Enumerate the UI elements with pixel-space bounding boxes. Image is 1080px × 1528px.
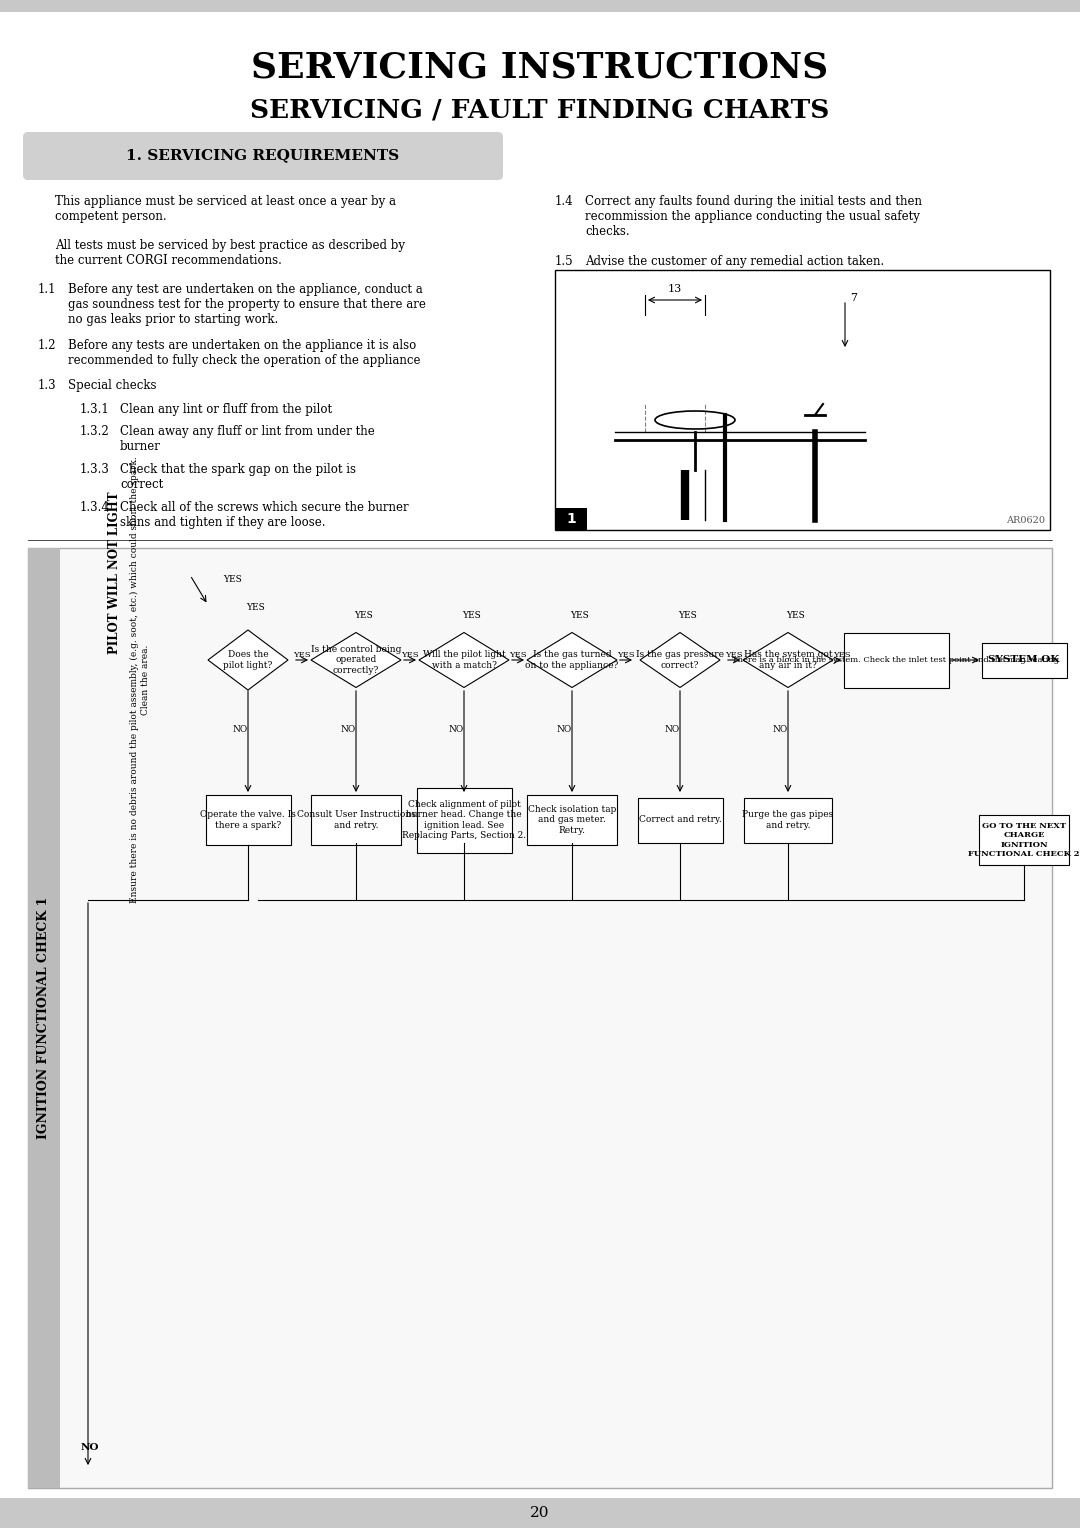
Text: AR0620: AR0620 — [1005, 516, 1045, 526]
Text: 1. SERVICING REQUIREMENTS: 1. SERVICING REQUIREMENTS — [126, 148, 400, 162]
Text: This appliance must be serviced at least once a year by a
competent person.: This appliance must be serviced at least… — [55, 196, 396, 223]
Text: Does the
pilot light?: Does the pilot light? — [224, 651, 272, 669]
Text: 1.5: 1.5 — [555, 255, 573, 267]
Bar — [637, 798, 723, 842]
Bar — [28, 549, 1052, 1488]
Text: NO: NO — [664, 726, 679, 735]
Polygon shape — [640, 633, 720, 688]
Text: Check alignment of pilot
burner head. Change the
ignition lead. See
Replacing Pa: Check alignment of pilot burner head. Ch… — [402, 799, 526, 840]
Text: NO: NO — [81, 1444, 99, 1453]
Text: Advise the customer of any remedial action taken.: Advise the customer of any remedial acti… — [585, 255, 885, 267]
Bar — [527, 795, 617, 845]
Text: Operate the valve. Is
there a spark?: Operate the valve. Is there a spark? — [200, 810, 296, 830]
Text: 7: 7 — [850, 293, 858, 303]
Text: SERVICING INSTRUCTIONS: SERVICING INSTRUCTIONS — [252, 50, 828, 86]
Text: Is the control being
operated
correctly?: Is the control being operated correctly? — [311, 645, 401, 675]
Text: IGNITION FUNCTIONAL CHECK 1: IGNITION FUNCTIONAL CHECK 1 — [38, 897, 51, 1140]
Text: PILOT WILL NOT LIGHT: PILOT WILL NOT LIGHT — [108, 492, 121, 654]
Text: YES: YES — [833, 651, 851, 659]
Bar — [205, 795, 291, 845]
Polygon shape — [527, 633, 617, 688]
Text: Consult User Instructions
and retry.: Consult User Instructions and retry. — [297, 810, 416, 830]
Ellipse shape — [654, 411, 735, 429]
Text: SERVICING / FAULT FINDING CHARTS: SERVICING / FAULT FINDING CHARTS — [251, 98, 829, 122]
Text: NO: NO — [448, 726, 463, 735]
Text: Before any test are undertaken on the appliance, conduct a
gas soundness test fo: Before any test are undertaken on the ap… — [68, 283, 426, 325]
Text: NO: NO — [772, 726, 787, 735]
Text: SYSTEM OK: SYSTEM OK — [988, 656, 1059, 665]
Text: YES: YES — [725, 651, 743, 659]
Text: Correct any faults found during the initial tests and then
recommission the appl: Correct any faults found during the init… — [585, 196, 922, 238]
Text: YES: YES — [401, 651, 419, 659]
Text: YES: YES — [246, 604, 266, 613]
Text: 13: 13 — [667, 284, 683, 293]
Text: 1.1: 1.1 — [38, 283, 56, 296]
Text: NO: NO — [232, 726, 247, 735]
Text: Correct and retry.: Correct and retry. — [638, 816, 721, 825]
FancyBboxPatch shape — [23, 131, 503, 180]
Text: 1: 1 — [566, 512, 576, 526]
Bar — [744, 798, 832, 842]
Bar — [28, 549, 60, 1488]
Text: Ensure there is no debris around the pilot assembly, (e.g. soot, etc.) which cou: Ensure there is no debris around the pil… — [131, 457, 150, 903]
Text: Special checks: Special checks — [68, 379, 157, 393]
Text: NO: NO — [340, 726, 355, 735]
Text: 1.3.4: 1.3.4 — [80, 501, 110, 513]
Bar — [555, 270, 1050, 530]
Text: Check all of the screws which secure the burner
skins and tighten if they are lo: Check all of the screws which secure the… — [120, 501, 408, 529]
Polygon shape — [419, 633, 509, 688]
Text: There is a block in the system. Check the inlet test point and the mag seating: There is a block in the system. Check th… — [732, 656, 1059, 665]
Text: 1.3.3: 1.3.3 — [80, 463, 110, 477]
Bar — [555, 507, 588, 530]
Text: Check that the spark gap on the pilot is
correct: Check that the spark gap on the pilot is… — [120, 463, 356, 490]
Bar — [311, 795, 401, 845]
Text: 1.3.1: 1.3.1 — [80, 403, 110, 416]
Text: NO: NO — [556, 726, 571, 735]
Text: Is the gas turned
on to the appliance?: Is the gas turned on to the appliance? — [525, 651, 619, 669]
Text: YES: YES — [786, 611, 806, 619]
Text: 1.3.2: 1.3.2 — [80, 425, 110, 439]
Bar — [0, 0, 1080, 12]
Text: Purge the gas pipes
and retry.: Purge the gas pipes and retry. — [742, 810, 834, 830]
Bar — [978, 814, 1069, 865]
Text: YES: YES — [617, 651, 635, 659]
Text: 20: 20 — [530, 1507, 550, 1520]
Text: GO TO THE NEXT CHARGE
IGNITION FUNCTIONAL CHECK 2: GO TO THE NEXT CHARGE IGNITION FUNCTIONA… — [969, 822, 1080, 857]
Text: YES: YES — [293, 651, 311, 659]
Text: YES: YES — [678, 611, 698, 619]
Polygon shape — [311, 633, 401, 688]
Text: YES: YES — [509, 651, 527, 659]
Text: YES: YES — [224, 576, 242, 585]
Text: 1.2: 1.2 — [38, 339, 56, 351]
Bar — [0, 1497, 1080, 1528]
Polygon shape — [208, 630, 288, 691]
Text: 1.4: 1.4 — [555, 196, 573, 208]
Bar — [843, 633, 948, 688]
Text: YES: YES — [570, 611, 590, 619]
Text: Has the system got
any air in it?: Has the system got any air in it? — [744, 651, 833, 669]
Text: Check isolation tap
and gas meter.
Retry.: Check isolation tap and gas meter. Retry… — [528, 805, 617, 834]
Text: Before any tests are undertaken on the appliance it is also
recommended to fully: Before any tests are undertaken on the a… — [68, 339, 420, 367]
Bar — [417, 787, 512, 853]
Text: All tests must be serviced by best practice as described by
the current CORGI re: All tests must be serviced by best pract… — [55, 238, 405, 267]
Bar — [982, 642, 1067, 677]
Text: YES: YES — [354, 611, 374, 619]
Text: YES: YES — [462, 611, 482, 619]
Text: Is the gas pressure
correct?: Is the gas pressure correct? — [636, 651, 724, 669]
Text: Clean any lint or fluff from the pilot: Clean any lint or fluff from the pilot — [120, 403, 333, 416]
Polygon shape — [743, 633, 833, 688]
Text: Clean away any fluff or lint from under the
burner: Clean away any fluff or lint from under … — [120, 425, 375, 452]
Text: 1.3: 1.3 — [38, 379, 56, 393]
Text: Will the pilot light
with a match?: Will the pilot light with a match? — [422, 651, 505, 669]
